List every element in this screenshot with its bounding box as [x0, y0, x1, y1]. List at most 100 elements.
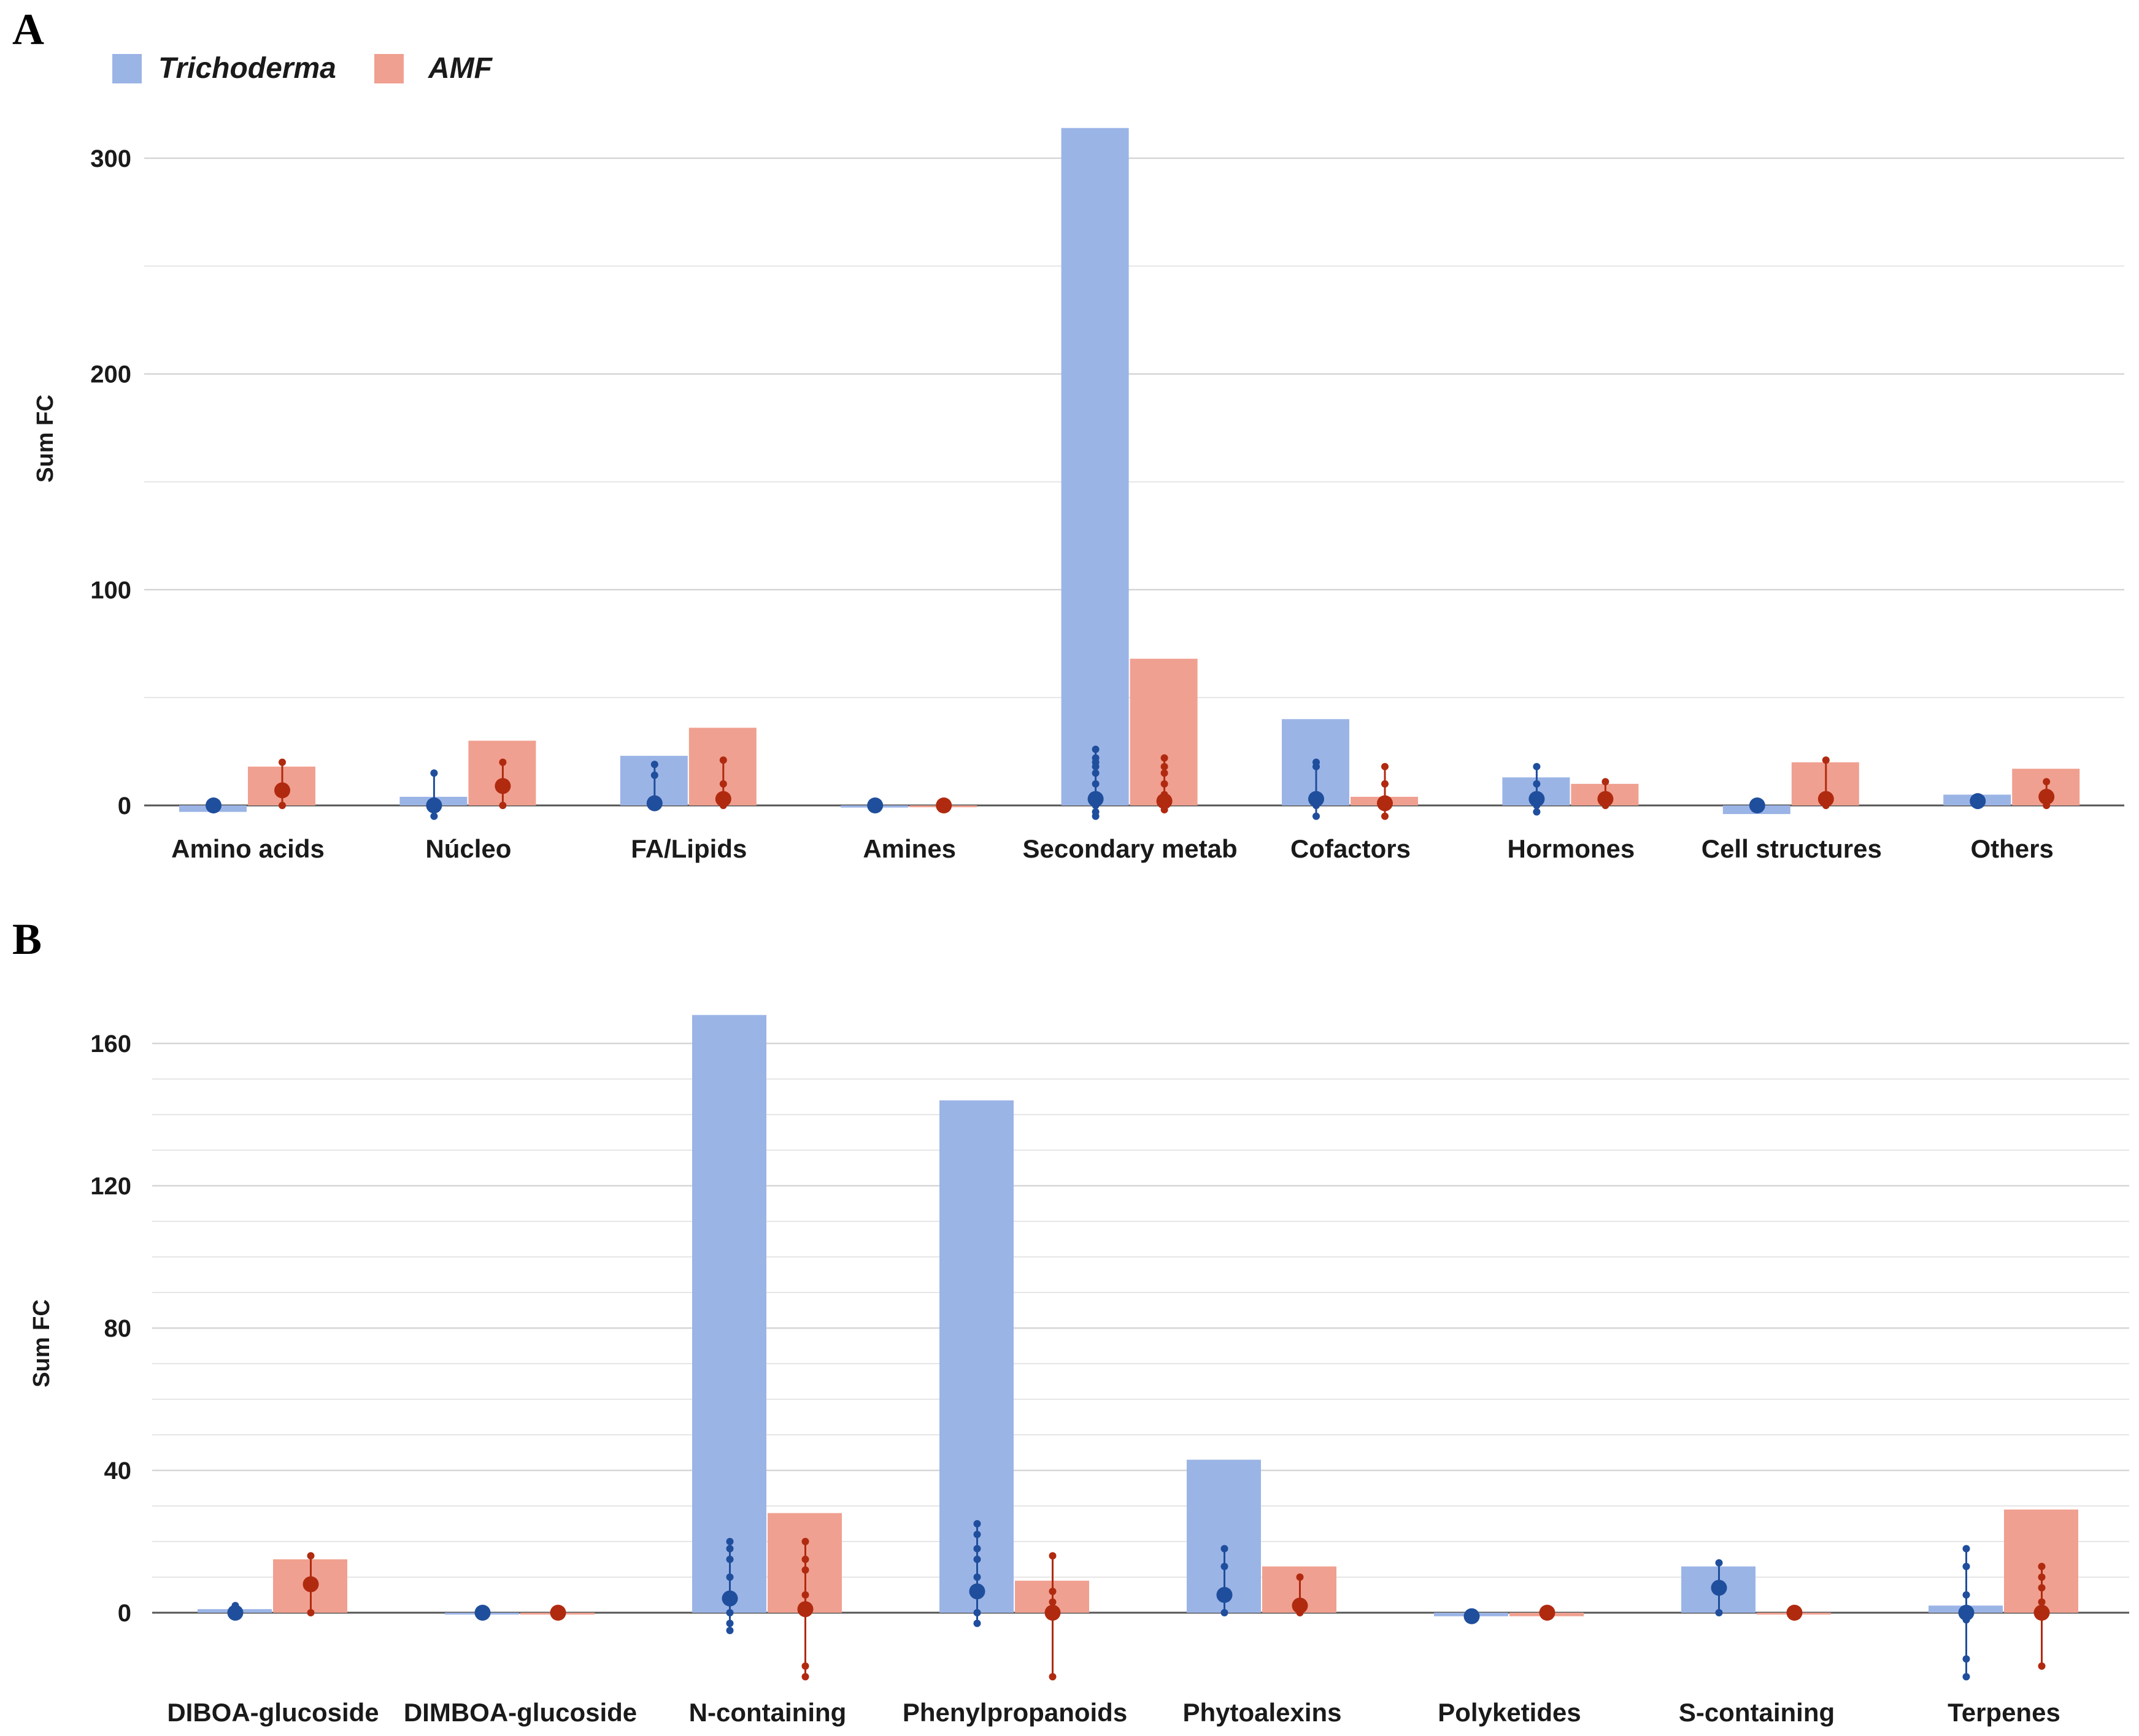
sample-dot-trichoderma — [1962, 1655, 1970, 1663]
mean-dot-trichoderma — [227, 1605, 244, 1621]
sample-dot-trichoderma — [1312, 812, 1320, 820]
sample-dot-amf — [1160, 769, 1168, 777]
mean-dot-amf — [1377, 795, 1393, 812]
sample-dot-trichoderma — [1220, 1545, 1228, 1553]
panel-letter-a: A — [12, 5, 44, 54]
sample-dot-trichoderma — [973, 1556, 981, 1563]
sample-dot-amf — [1160, 780, 1168, 788]
mean-dot-trichoderma — [1216, 1587, 1233, 1603]
sample-dot-amf — [1160, 762, 1168, 770]
mean-dot-trichoderma — [1711, 1580, 1727, 1596]
sample-dot-trichoderma — [430, 812, 438, 820]
y-tick-label: 160 — [90, 1031, 131, 1058]
legend-swatch-trichoderma — [112, 54, 142, 83]
mean-dot-trichoderma — [1958, 1605, 1975, 1621]
mean-dot-amf — [550, 1605, 566, 1621]
sample-dot-amf — [2038, 1584, 2046, 1592]
x-category-label: Cofactors — [1290, 834, 1411, 863]
mean-dot-amf — [2033, 1605, 2050, 1621]
sample-dot-amf — [801, 1538, 809, 1545]
legend: Trichoderma AMF — [112, 52, 493, 85]
sample-dot-amf — [719, 756, 727, 764]
mean-dot-trichoderma — [969, 1583, 985, 1600]
x-category-label: Núcleo — [425, 834, 511, 863]
mean-dot-trichoderma — [1308, 791, 1324, 807]
sample-dot-trichoderma — [973, 1520, 981, 1527]
y-tick-label: 0 — [118, 1600, 131, 1627]
mean-dot-trichoderma — [474, 1605, 491, 1621]
x-category-label: S-containing — [1679, 1698, 1835, 1727]
x-category-label: Phenylpropanoids — [903, 1698, 1127, 1727]
mean-dot-amf — [1786, 1605, 1803, 1621]
x-category-label: Cell structures — [1702, 834, 1882, 863]
x-category-label: Amines — [863, 834, 956, 863]
sample-dot-trichoderma — [1533, 762, 1541, 770]
sample-dot-trichoderma — [1092, 780, 1100, 788]
y-tick-label: 300 — [90, 145, 131, 172]
sample-dot-amf — [1049, 1552, 1057, 1560]
sample-dot-trichoderma — [1312, 758, 1320, 766]
sample-dot-trichoderma — [1715, 1559, 1723, 1567]
mean-dot-trichoderma — [1749, 797, 1765, 813]
sample-dot-amf — [1381, 812, 1389, 820]
mean-dot-amf — [1539, 1605, 1555, 1621]
x-category-label: Hormones — [1508, 834, 1635, 863]
y-axis-title-b: Sum FC — [29, 1299, 55, 1388]
x-category-label: Secondary metab — [1023, 834, 1238, 863]
mean-dot-amf — [715, 791, 731, 807]
y-tick-label: 200 — [90, 361, 131, 388]
sample-dot-amf — [1381, 762, 1389, 770]
y-tick-label: 80 — [104, 1315, 132, 1342]
sample-dot-trichoderma — [726, 1609, 734, 1616]
sample-dot-amf — [2038, 1562, 2046, 1570]
mean-dot-amf — [797, 1601, 814, 1618]
sample-dot-amf — [1049, 1598, 1057, 1606]
mean-dot-trichoderma — [722, 1590, 738, 1607]
sample-dot-trichoderma — [1533, 808, 1541, 816]
sample-dot-amf — [1601, 778, 1609, 786]
sample-dot-amf — [801, 1591, 809, 1599]
mean-dot-trichoderma — [1528, 791, 1545, 807]
sample-dot-trichoderma — [1962, 1591, 1970, 1599]
sample-dot-trichoderma — [973, 1531, 981, 1538]
sample-dot-amf — [279, 802, 286, 809]
sample-dot-amf — [801, 1566, 809, 1574]
sample-dot-amf — [2043, 778, 2051, 786]
bar-trichoderma-secondary-metab — [1061, 128, 1129, 806]
sample-dot-amf — [801, 1556, 809, 1563]
mean-dot-amf — [2038, 788, 2055, 805]
sample-dot-amf — [1049, 1673, 1057, 1681]
sample-dot-amf — [1822, 756, 1830, 764]
mean-dot-amf — [1817, 791, 1834, 807]
sample-dot-trichoderma — [650, 771, 658, 779]
sample-dot-trichoderma — [1092, 769, 1100, 777]
sample-dot-trichoderma — [726, 1545, 734, 1553]
sample-dot-amf — [2038, 1598, 2046, 1606]
y-tick-label: 120 — [90, 1173, 131, 1200]
sample-dot-trichoderma — [726, 1573, 734, 1581]
sample-dot-trichoderma — [1220, 1609, 1228, 1616]
mean-dot-amf — [1597, 791, 1614, 807]
sample-dot-amf — [801, 1673, 809, 1681]
sample-dot-amf — [279, 758, 286, 766]
sample-dot-trichoderma — [1092, 745, 1100, 753]
mean-dot-trichoderma — [206, 797, 222, 813]
mean-dot-amf — [274, 782, 290, 799]
bar-trichoderma-n-containing — [692, 1015, 766, 1613]
sample-dot-amf — [2038, 1662, 2046, 1670]
mean-dot-amf — [1292, 1597, 1308, 1614]
mean-dot-trichoderma — [1087, 791, 1104, 807]
x-category-label: Others — [1971, 834, 2054, 863]
sample-dot-trichoderma — [1533, 780, 1541, 788]
x-category-label: N-containing — [689, 1698, 847, 1727]
sample-dot-trichoderma — [726, 1627, 734, 1634]
mean-dot-amf — [936, 797, 952, 813]
mean-dot-amf — [1044, 1605, 1061, 1621]
legend-swatch-amf — [374, 54, 404, 83]
mean-dot-trichoderma — [426, 797, 442, 813]
sample-dot-trichoderma — [973, 1619, 981, 1627]
sample-dot-trichoderma — [973, 1573, 981, 1581]
x-category-label: Polyketides — [1438, 1698, 1581, 1727]
sample-dot-amf — [1381, 780, 1389, 788]
y-tick-label: 40 — [104, 1458, 132, 1484]
